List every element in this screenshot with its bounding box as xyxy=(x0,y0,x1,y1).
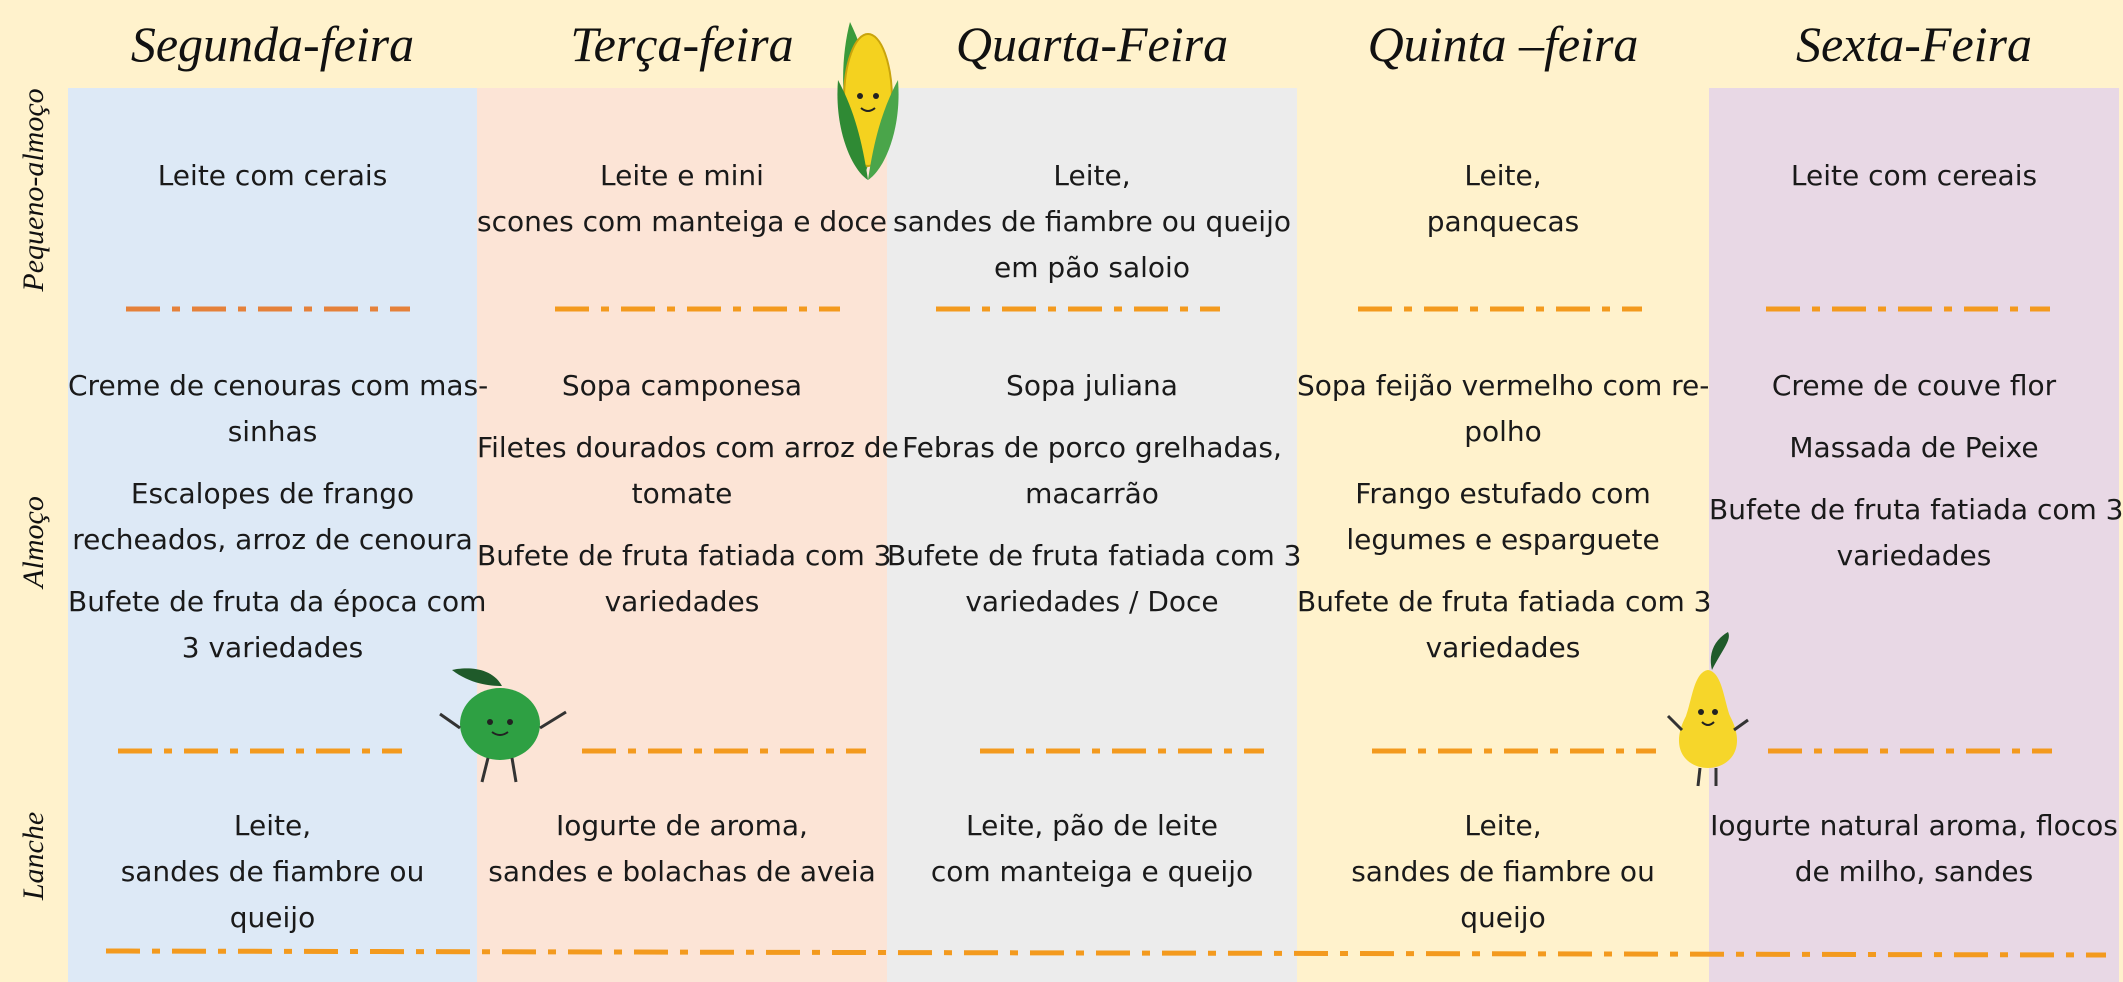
menu-item-line: macarrão xyxy=(1025,477,1159,510)
menu-item-line: Leite com cerais xyxy=(157,159,388,192)
menu-item-line: Creme de couve flor xyxy=(1771,369,2057,402)
menu-item-line: Bufete de fruta fatiada com 3 xyxy=(887,539,1302,572)
menu-item-line: variedades xyxy=(1836,539,1992,572)
menu-item-line: Bufete de fruta fatiada com 3 xyxy=(1297,585,1712,618)
menu-item-line: sandes de fiambre ou xyxy=(120,855,425,888)
menu-item-line: Massada de Peixe xyxy=(1789,431,2039,464)
column-bg xyxy=(1709,88,2119,982)
menu-item-line: Filetes dourados com arroz de xyxy=(477,431,899,464)
menu-item-line: Leite com cereais xyxy=(1790,159,2038,192)
column-bg xyxy=(887,88,1297,982)
day-header: Quinta –feira xyxy=(1367,16,1639,72)
column-bg xyxy=(68,88,477,982)
menu-item-line: Iogurte natural aroma, flocos xyxy=(1710,809,2118,842)
menu-item-line: variedades xyxy=(604,585,760,618)
menu-item-line: Bufete de fruta fatiada com 3 xyxy=(477,539,892,572)
menu-item-line: queijo xyxy=(1460,901,1546,934)
meal-label: Almoço xyxy=(17,496,50,590)
menu-item-line: Escalopes de frango xyxy=(130,477,415,510)
menu-item-line: Febras de porco grelhadas, xyxy=(902,431,1282,464)
menu-item-line: em pão saloio xyxy=(994,251,1190,284)
menu-item-line: recheados, arroz de cenoura xyxy=(72,523,473,556)
menu-item-line: Sopa feijão vermelho com re- xyxy=(1297,369,1710,402)
separator xyxy=(105,948,2107,958)
apple-icon xyxy=(439,668,567,783)
day-header: Terça-feira xyxy=(570,16,794,72)
menu-item-line: Bufete de fruta da época com xyxy=(68,585,487,618)
menu-item-line: tomate xyxy=(631,477,733,510)
menu-item-line: Creme de cenouras com mas- xyxy=(68,369,489,402)
menu-item-line: Leite, xyxy=(233,809,312,842)
menu-item-line: Leite, pão de leite xyxy=(966,809,1218,842)
menu-item-line: Sopa juliana xyxy=(1006,369,1178,402)
menu-item-line: scones com manteiga e doce xyxy=(477,205,887,238)
menu-item-line: polho xyxy=(1464,415,1542,448)
separators xyxy=(105,306,2107,958)
menu-item-line: Leite, xyxy=(1053,159,1131,192)
meal-label: Pequeno-almoço xyxy=(17,88,50,292)
menu-item-line: com manteiga e queijo xyxy=(930,855,1254,888)
menu-item-line: Bufete de fruta fatiada com 3 xyxy=(1709,493,2123,526)
pear-icon xyxy=(1666,632,1749,787)
meal-label: Lanche xyxy=(17,812,50,901)
menu-item-line: panquecas xyxy=(1426,205,1580,238)
menu-item-line: Iogurte de aroma, xyxy=(556,809,808,842)
menu-item-line: sandes e bolachas de aveia xyxy=(488,855,876,888)
menu-item-line: variedades / Doce xyxy=(965,585,1219,618)
menu-item-line: Leite, xyxy=(1464,809,1542,842)
menu-item-line: Leite, xyxy=(1464,159,1542,192)
column-bg xyxy=(1297,88,1709,982)
day-header: Sexta-Feira xyxy=(1795,16,2032,72)
column-bg xyxy=(477,88,887,982)
menu-item-line: Frango estufado com xyxy=(1355,477,1651,510)
corn-icon xyxy=(837,22,899,180)
day-header: Segunda-feira xyxy=(130,16,415,72)
menu-item-line: Sopa camponesa xyxy=(561,369,803,402)
day-header: Quarta-Feira xyxy=(955,16,1229,72)
menu-item-line: variedades xyxy=(1425,631,1581,664)
menu-item-line: Leite e mini xyxy=(600,159,764,192)
menu-item-line: queijo xyxy=(229,901,316,934)
menu-item-line: sandes de fiambre ou xyxy=(1351,855,1655,888)
menu-item-line: de milho, sandes xyxy=(1794,855,2034,888)
menu-item-line: sandes de fiambre ou queijo xyxy=(893,205,1291,238)
menu-item-line: sinhas xyxy=(227,415,318,448)
menu-item-line: legumes e esparguete xyxy=(1346,523,1660,556)
menu-item-line: 3 variedades xyxy=(181,631,364,664)
